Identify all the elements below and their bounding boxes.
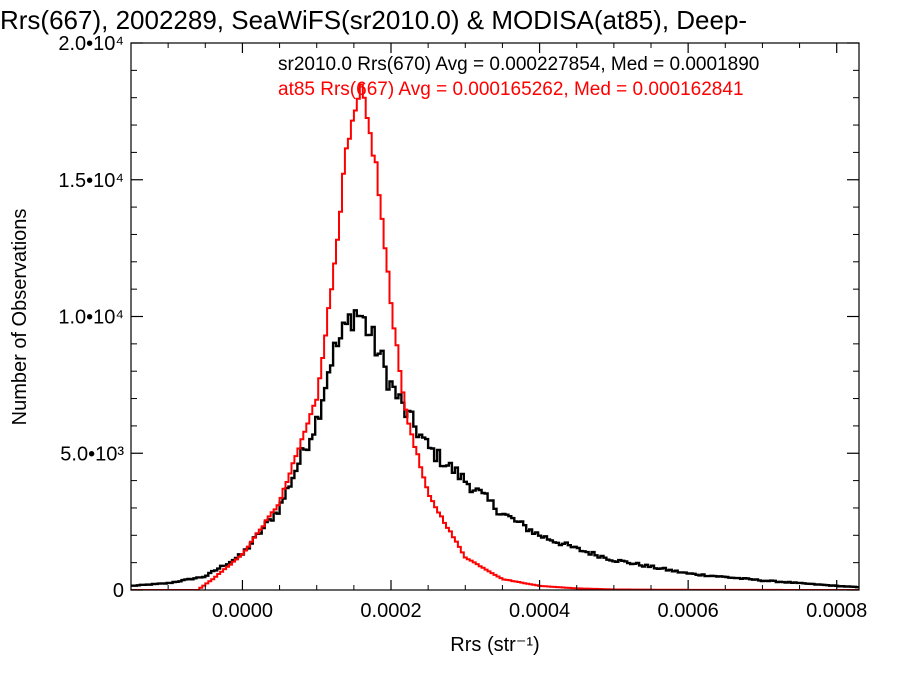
x-axis-label: Rrs (str⁻¹) [450,634,539,656]
y-tick-label: 1.5•10⁴ [58,170,124,192]
legend-entry-sr2010: sr2010.0 Rrs(670) Avg = 0.000227854, Med… [278,54,759,75]
y-axis-label: Number of Observations [9,209,31,426]
y-tick-label: 5.0•10³ [60,443,124,465]
legend-entry-at85: at85 Rrs(667) Avg = 0.000165262, Med = 0… [278,79,744,100]
x-tick-label: 0.0008 [806,600,867,622]
y-tick-label: 2.0•10⁴ [58,33,124,55]
x-tick-label: 0.0004 [509,600,570,622]
x-tick-label: 0.0000 [212,600,273,622]
x-tick-label: 0.0002 [360,600,421,622]
chart-title: Rrs(667), 2002289, SeaWiFS(sr2010.0) & M… [0,5,747,35]
x-tick-label: 0.0006 [658,600,719,622]
axis-ticks: 0.0000 0.0002 0.0004 0.0006 0.0008 0 5.0•10³ 1.… [58,33,867,622]
y-tick-label: 1.0•10⁴ [58,307,124,329]
y-tick-label: 0 [113,580,124,602]
